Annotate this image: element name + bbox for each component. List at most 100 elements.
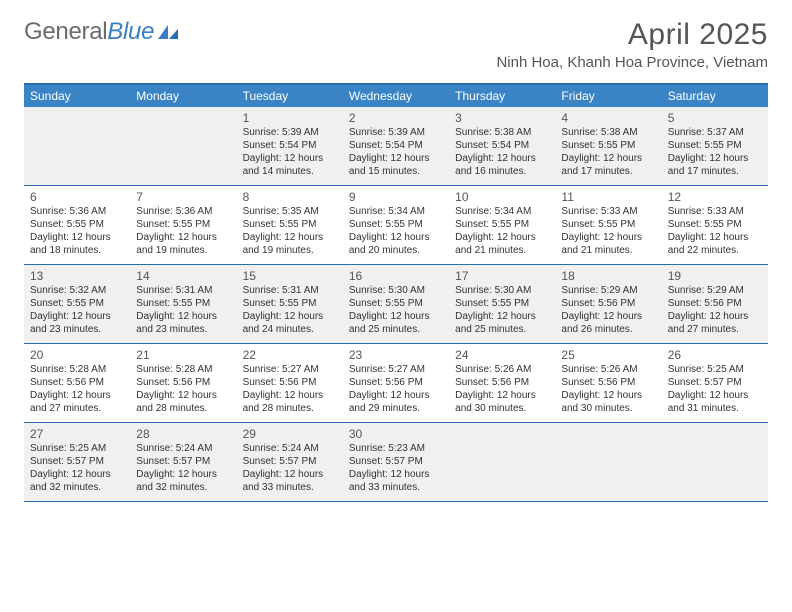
calendar-cell <box>449 423 555 501</box>
day-number: 25 <box>559 346 657 363</box>
day-detail: Sunrise: 5:33 AM <box>559 205 657 218</box>
day-number: 16 <box>347 267 445 284</box>
calendar-cell: 3Sunrise: 5:38 AMSunset: 5:54 PMDaylight… <box>449 107 555 185</box>
day-detail: Daylight: 12 hours <box>241 231 339 244</box>
day-detail: Sunrise: 5:38 AM <box>559 126 657 139</box>
day-header-row: SundayMondayTuesdayWednesdayThursdayFrid… <box>24 85 768 107</box>
day-header: Thursday <box>449 85 555 107</box>
sail-icon <box>156 23 180 41</box>
day-detail: Sunset: 5:54 PM <box>241 139 339 152</box>
day-detail: Daylight: 12 hours <box>559 389 657 402</box>
calendar-cell: 19Sunrise: 5:29 AMSunset: 5:56 PMDayligh… <box>662 265 768 343</box>
day-detail: Sunset: 5:55 PM <box>666 139 764 152</box>
brand-logo: GeneralBlue <box>24 18 180 46</box>
day-detail: Daylight: 12 hours <box>559 152 657 165</box>
calendar-cell: 30Sunrise: 5:23 AMSunset: 5:57 PMDayligh… <box>343 423 449 501</box>
day-detail: and 25 minutes. <box>347 323 445 336</box>
day-number: 9 <box>347 188 445 205</box>
day-detail: and 17 minutes. <box>559 165 657 178</box>
day-number: 23 <box>347 346 445 363</box>
day-detail: Sunrise: 5:24 AM <box>241 442 339 455</box>
calendar-cell: 12Sunrise: 5:33 AMSunset: 5:55 PMDayligh… <box>662 186 768 264</box>
calendar-cell <box>662 423 768 501</box>
day-detail: and 30 minutes. <box>559 402 657 415</box>
day-detail: Sunrise: 5:29 AM <box>559 284 657 297</box>
day-detail: Daylight: 12 hours <box>28 389 126 402</box>
day-detail: Sunset: 5:55 PM <box>559 139 657 152</box>
day-detail: Sunset: 5:57 PM <box>28 455 126 468</box>
day-detail: Sunset: 5:56 PM <box>28 376 126 389</box>
day-detail: Daylight: 12 hours <box>241 152 339 165</box>
day-detail: Sunrise: 5:28 AM <box>134 363 232 376</box>
day-detail: Sunset: 5:55 PM <box>134 297 232 310</box>
day-detail: Sunset: 5:56 PM <box>134 376 232 389</box>
day-detail: and 17 minutes. <box>666 165 764 178</box>
day-detail: Sunrise: 5:32 AM <box>28 284 126 297</box>
day-detail: Daylight: 12 hours <box>453 152 551 165</box>
day-detail: Sunset: 5:55 PM <box>28 297 126 310</box>
day-header: Tuesday <box>237 85 343 107</box>
day-number: 27 <box>28 425 126 442</box>
day-detail: Sunrise: 5:25 AM <box>28 442 126 455</box>
calendar-cell: 27Sunrise: 5:25 AMSunset: 5:57 PMDayligh… <box>24 423 130 501</box>
day-detail: and 33 minutes. <box>241 481 339 494</box>
calendar-cell: 11Sunrise: 5:33 AMSunset: 5:55 PMDayligh… <box>555 186 661 264</box>
day-detail: Sunrise: 5:24 AM <box>134 442 232 455</box>
calendar-cell: 22Sunrise: 5:27 AMSunset: 5:56 PMDayligh… <box>237 344 343 422</box>
day-detail: Sunrise: 5:36 AM <box>134 205 232 218</box>
calendar-cell: 26Sunrise: 5:25 AMSunset: 5:57 PMDayligh… <box>662 344 768 422</box>
day-detail: Sunset: 5:54 PM <box>347 139 445 152</box>
day-detail: Sunrise: 5:28 AM <box>28 363 126 376</box>
day-number: 29 <box>241 425 339 442</box>
day-detail: and 18 minutes. <box>28 244 126 257</box>
day-detail: Sunrise: 5:23 AM <box>347 442 445 455</box>
day-detail: Sunrise: 5:36 AM <box>28 205 126 218</box>
day-detail: and 25 minutes. <box>453 323 551 336</box>
day-number: 5 <box>666 109 764 126</box>
day-detail: Daylight: 12 hours <box>241 468 339 481</box>
day-detail: and 22 minutes. <box>666 244 764 257</box>
day-detail: Sunset: 5:55 PM <box>241 218 339 231</box>
day-detail: Sunrise: 5:39 AM <box>347 126 445 139</box>
week-row: 13Sunrise: 5:32 AMSunset: 5:55 PMDayligh… <box>24 265 768 344</box>
day-detail: and 32 minutes. <box>134 481 232 494</box>
calendar-cell: 24Sunrise: 5:26 AMSunset: 5:56 PMDayligh… <box>449 344 555 422</box>
day-detail: Daylight: 12 hours <box>666 152 764 165</box>
day-detail: Sunrise: 5:29 AM <box>666 284 764 297</box>
day-detail: and 24 minutes. <box>241 323 339 336</box>
day-header: Saturday <box>662 85 768 107</box>
day-number: 1 <box>241 109 339 126</box>
day-detail: Daylight: 12 hours <box>666 231 764 244</box>
day-number: 2 <box>347 109 445 126</box>
calendar-cell <box>555 423 661 501</box>
day-number: 10 <box>453 188 551 205</box>
calendar-cell: 6Sunrise: 5:36 AMSunset: 5:55 PMDaylight… <box>24 186 130 264</box>
day-detail: and 29 minutes. <box>347 402 445 415</box>
day-number: 6 <box>28 188 126 205</box>
day-detail: Sunrise: 5:34 AM <box>453 205 551 218</box>
day-detail: Sunset: 5:56 PM <box>241 376 339 389</box>
day-detail: Daylight: 12 hours <box>134 231 232 244</box>
calendar-cell: 10Sunrise: 5:34 AMSunset: 5:55 PMDayligh… <box>449 186 555 264</box>
day-number: 11 <box>559 188 657 205</box>
calendar-cell: 13Sunrise: 5:32 AMSunset: 5:55 PMDayligh… <box>24 265 130 343</box>
day-detail: and 26 minutes. <box>559 323 657 336</box>
day-detail: Daylight: 12 hours <box>347 152 445 165</box>
day-detail: Sunrise: 5:30 AM <box>453 284 551 297</box>
day-detail: and 33 minutes. <box>347 481 445 494</box>
day-number: 4 <box>559 109 657 126</box>
day-detail: Sunset: 5:54 PM <box>453 139 551 152</box>
day-detail: Daylight: 12 hours <box>559 310 657 323</box>
day-detail: Sunrise: 5:35 AM <box>241 205 339 218</box>
day-number: 7 <box>134 188 232 205</box>
calendar-cell: 21Sunrise: 5:28 AMSunset: 5:56 PMDayligh… <box>130 344 236 422</box>
week-row: 20Sunrise: 5:28 AMSunset: 5:56 PMDayligh… <box>24 344 768 423</box>
day-detail: Sunset: 5:55 PM <box>28 218 126 231</box>
day-detail: and 27 minutes. <box>666 323 764 336</box>
week-row: 6Sunrise: 5:36 AMSunset: 5:55 PMDaylight… <box>24 186 768 265</box>
day-number: 12 <box>666 188 764 205</box>
day-detail: Sunrise: 5:31 AM <box>241 284 339 297</box>
calendar-cell: 25Sunrise: 5:26 AMSunset: 5:56 PMDayligh… <box>555 344 661 422</box>
day-header: Friday <box>555 85 661 107</box>
day-detail: and 23 minutes. <box>28 323 126 336</box>
